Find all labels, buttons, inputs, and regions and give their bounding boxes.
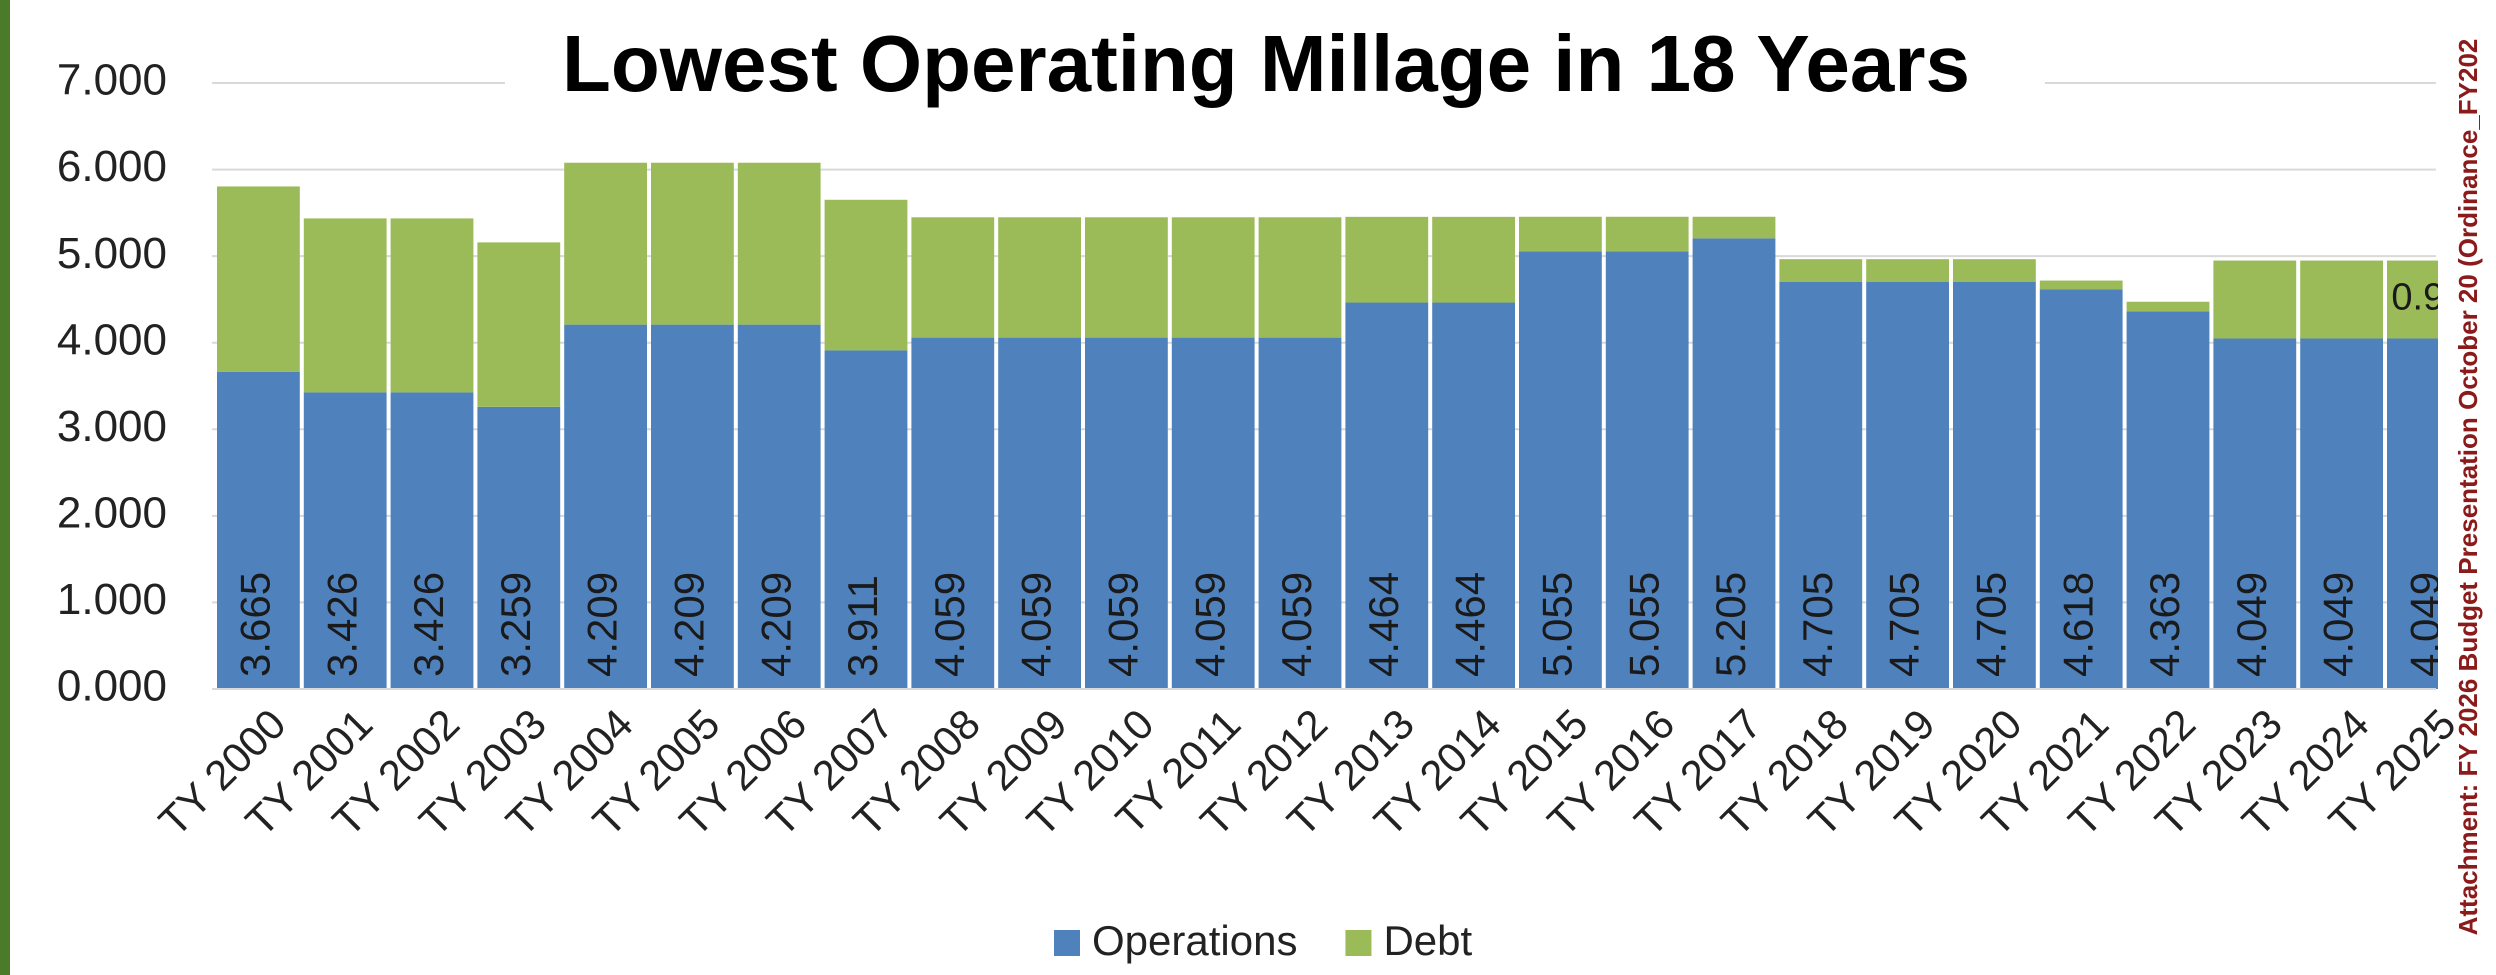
bar-segment — [2387, 338, 2438, 689]
bar-segment — [1779, 281, 1863, 689]
bar-segment — [217, 371, 300, 689]
value-label: 3.426 — [318, 572, 365, 677]
bar-segment — [2300, 260, 2383, 339]
bar-segment — [2039, 280, 2123, 290]
bar-segment — [2387, 260, 2438, 339]
value-label: 4.705 — [1967, 572, 2014, 677]
value-label: 5.055 — [1620, 572, 1667, 677]
y-tick-label: 4.000 — [57, 315, 167, 364]
value-label: 4.618 — [2054, 572, 2101, 677]
bar-segment — [824, 199, 908, 351]
bar-segment — [2039, 289, 2123, 689]
bar-segment — [303, 392, 387, 689]
bar-segment — [1519, 251, 1602, 690]
y-tick-label: 6.000 — [57, 142, 167, 191]
value-label: 4.059 — [1013, 572, 1060, 677]
bar-segment — [1258, 337, 1342, 689]
bar-segment — [824, 350, 908, 689]
bar-segment — [2213, 338, 2297, 689]
value-label: 4.209 — [665, 572, 712, 677]
bar-segment — [564, 162, 647, 325]
bar-segment — [477, 406, 561, 689]
bar-segment — [911, 217, 995, 338]
value-label: 4.059 — [926, 572, 973, 677]
value-label: 4.705 — [1794, 572, 1841, 677]
legend-swatch — [1054, 930, 1080, 956]
legend-label: Operations — [1092, 917, 1297, 964]
y-tick-label: 5.000 — [57, 229, 167, 278]
value-label: 4.049 — [2401, 572, 2448, 677]
bar-segment — [1605, 251, 1689, 690]
plot-area: 3.665 3.426 3.426 3.259 4.209 4.209 4.209 3.911… — [212, 82, 2465, 690]
bar-segment — [390, 392, 474, 689]
bar-segment — [998, 217, 1081, 338]
value-label: 4.059 — [1186, 572, 1233, 677]
bar-segment — [1171, 217, 1255, 338]
bar-segment — [1866, 281, 1949, 689]
y-tick-label: 1.000 — [57, 575, 167, 624]
value-label: 4.209 — [752, 572, 799, 677]
chart-title: Lowest Operating Millage in 18 Years — [562, 19, 1970, 108]
bar-segment — [1345, 302, 1429, 689]
value-label: 3.665 — [231, 572, 278, 677]
y-tick-label: 2.000 — [57, 488, 167, 537]
bar-segment — [2213, 260, 2297, 339]
bar-segment — [1779, 259, 1863, 282]
bar-segment — [1866, 259, 1949, 282]
bar-segment — [2126, 301, 2210, 312]
bar-segment — [1953, 259, 2036, 282]
bar-segment — [390, 218, 474, 393]
value-label: 4.464 — [1447, 572, 1494, 677]
bar-segment — [2300, 338, 2383, 689]
value-label: 3.259 — [492, 572, 539, 677]
y-tick-label: 0.000 — [57, 662, 167, 711]
bar-segment — [1345, 216, 1429, 303]
bar-segment — [1605, 216, 1689, 252]
bar-segment — [737, 324, 821, 689]
value-label: 0.90 — [2391, 277, 2465, 319]
bar-segment — [1085, 217, 1168, 338]
bar-segment — [1692, 216, 1776, 239]
bar-segment — [1171, 337, 1255, 689]
bar-segment — [477, 242, 561, 407]
legend-swatch — [1345, 930, 1372, 956]
side-note: Attachment: FY 2026 Budget Presentation … — [2453, 39, 2483, 936]
value-label: 4.049 — [2228, 572, 2275, 677]
value-label: 4.059 — [1099, 572, 1146, 677]
y-tick-label: 3.000 — [57, 402, 167, 451]
value-label: 4.209 — [579, 572, 626, 677]
bar-segment — [651, 162, 734, 325]
value-label: 4.363 — [2141, 572, 2188, 677]
bar-segment — [1953, 281, 2036, 689]
bar-segment — [1519, 216, 1602, 252]
bar-segment — [1258, 217, 1342, 338]
bar-segment — [217, 186, 300, 372]
bar-segment — [303, 218, 387, 393]
bar-segment — [651, 324, 734, 689]
legend-label: Debt — [1383, 917, 1472, 964]
value-label: 4.464 — [1360, 572, 1407, 677]
value-label: 3.426 — [405, 572, 452, 677]
value-label: 4.049 — [2315, 572, 2362, 677]
bar-segment — [1432, 216, 1515, 303]
value-label: 5.205 — [1707, 572, 1754, 677]
bar-segment — [737, 162, 821, 325]
bar-segment — [1432, 302, 1515, 689]
left-border — [0, 0, 10, 975]
bar-segment — [911, 337, 995, 689]
value-label: 5.055 — [1533, 572, 1580, 677]
value-label: 4.059 — [1273, 572, 1320, 677]
bar-segment — [1085, 337, 1168, 689]
bar-segment — [564, 324, 647, 689]
value-label: 3.911 — [839, 575, 886, 677]
bar-segment — [998, 337, 1081, 689]
value-label: 4.705 — [1881, 572, 1928, 677]
bar-segment — [1692, 238, 1776, 689]
y-tick-label: 7.000 — [57, 56, 167, 105]
bar-segment — [2126, 311, 2210, 689]
title-background — [505, 30, 2045, 110]
